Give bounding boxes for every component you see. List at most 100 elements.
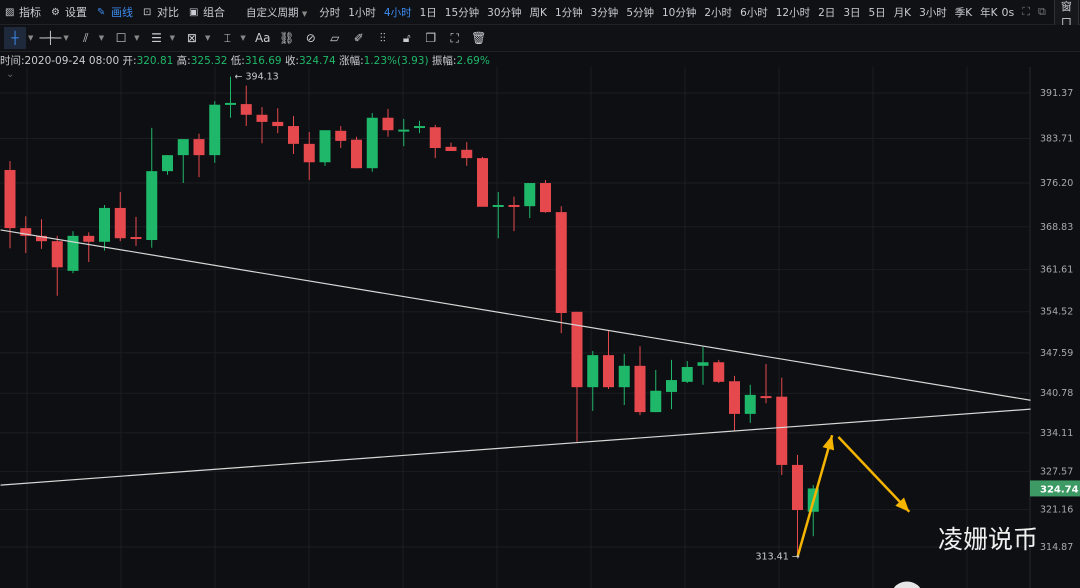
candle: [83, 232, 95, 262]
link-tool[interactable]: ⊘: [300, 27, 322, 49]
arrow-right-icon: →: [789, 552, 800, 563]
wave-tool[interactable]: ⫶⫶: [372, 27, 394, 49]
period-tab[interactable]: 30分钟: [487, 6, 522, 19]
fib-lines-tool[interactable]: ☰: [146, 27, 168, 49]
candlestick-chart[interactable]: 391.37 383.71 376.20 368.83 361.61 354.52 347.…: [0, 67, 1080, 588]
measure-tool[interactable]: ⌶: [216, 27, 238, 49]
chevron-down-icon[interactable]: ▼: [204, 34, 211, 42]
text-tool[interactable]: Aa: [252, 27, 274, 49]
period-tab[interactable]: 10分钟: [662, 6, 697, 19]
period-tab[interactable]: 年K: [980, 6, 998, 19]
candle: [177, 139, 189, 184]
trash-tool[interactable]: 🗑︎: [468, 27, 490, 49]
top-toolbar: ▨ 指标 ⚙ 设置 ✎ 画线 ⊡ 对比 ▣ 组合 自定义周期 ▼ 分时 1小时 4小时 1日 15分钟 30…: [0, 0, 1080, 46]
candle: [4, 161, 16, 249]
candle-body: [146, 171, 158, 241]
candle: [697, 346, 709, 385]
candle: [51, 235, 63, 296]
pattern-tool[interactable]: ⊠: [181, 27, 203, 49]
candle-body: [587, 355, 599, 388]
toolbar-combine-button[interactable]: ▣ 组合: [184, 4, 230, 20]
toolbar-settings-button[interactable]: ⚙ 设置: [46, 4, 92, 20]
chevron-down-icon[interactable]: ▼: [169, 34, 175, 42]
candle-body: [36, 235, 47, 242]
candle: [571, 311, 583, 442]
candle-body: [162, 155, 173, 172]
candle-body: [130, 237, 142, 240]
combine-icon: ▣: [189, 6, 199, 18]
period-tab[interactable]: 3分钟: [590, 6, 619, 19]
toolbar-label: 对比: [157, 6, 179, 19]
chevron-down-icon[interactable]: ▼: [134, 34, 140, 42]
candle: [414, 120, 425, 134]
candle: [492, 191, 504, 239]
period-tab[interactable]: 2小时: [704, 6, 733, 19]
candle: [729, 375, 740, 432]
time-label: 时间:: [0, 55, 25, 67]
arrow-line: [796, 434, 834, 558]
parallel-line-tool[interactable]: ⫽: [75, 27, 97, 49]
new-window-icon[interactable]: ⧉: [1037, 5, 1046, 18]
period-tab[interactable]: 5分钟: [626, 6, 654, 19]
period-tab[interactable]: 4小时: [383, 6, 412, 19]
candle-body: [776, 396, 788, 465]
copy-tool[interactable]: ❐: [420, 27, 442, 49]
period-tab[interactable]: 15分钟: [444, 6, 480, 19]
toolbar-indicator-button[interactable]: ▨ 指标: [0, 4, 46, 20]
arrow-line: [837, 436, 911, 513]
chevron-down-icon[interactable]: ▼: [98, 34, 105, 42]
candle-body: [429, 127, 441, 149]
period-tab[interactable]: 6小时: [740, 6, 768, 19]
period-tab[interactable]: 周K: [529, 6, 547, 19]
period-tab[interactable]: 1日: [419, 6, 437, 19]
chevron-down-icon[interactable]: ▼: [28, 34, 34, 42]
toolbar-compare-button[interactable]: ⊡ 对比: [138, 4, 184, 20]
screenshot-icon: ⛶: [450, 30, 459, 45]
period-tab[interactable]: 5日: [868, 6, 886, 19]
period-tab[interactable]: 1分钟: [554, 6, 583, 19]
candle: [540, 180, 551, 213]
y-tick-label: 368.83: [1040, 222, 1073, 233]
period-tab[interactable]: 季K: [954, 6, 973, 19]
toolbar-pencil-button[interactable]: ✎ 画线: [92, 4, 138, 20]
candle: [272, 108, 284, 134]
ruler-tool[interactable]: ▱: [324, 27, 346, 49]
magnet-tool[interactable]: ⛓: [276, 27, 298, 49]
candle-body: [225, 102, 236, 105]
chevron-down-icon[interactable]: ▼: [240, 34, 246, 42]
low-value: 316.69: [244, 55, 282, 67]
candle-body: [540, 183, 551, 213]
candle: [382, 108, 394, 137]
period-tab[interactable]: 1小时: [348, 6, 376, 19]
period-tab[interactable]: 3日: [843, 6, 861, 19]
period-tab[interactable]: 12小时: [775, 6, 811, 19]
crosshair-icon: ┼: [11, 31, 19, 45]
period-tab[interactable]: 2日: [818, 6, 836, 19]
period-tab[interactable]: 分时: [319, 6, 341, 19]
candle: [335, 126, 347, 149]
chevron-down-icon[interactable]: ▼: [63, 34, 69, 42]
crosshair-tool[interactable]: ┼: [4, 27, 26, 49]
toolbar-label: 指标: [19, 6, 41, 19]
candle: [792, 454, 803, 556]
candle-body: [351, 139, 362, 169]
eraser-pencil-icon: ✐: [353, 31, 364, 45]
change-value: 1.23%(3.93): [363, 55, 429, 67]
screenshot-tool[interactable]: ⛶: [444, 27, 466, 49]
period-tab[interactable]: 月K: [893, 6, 912, 19]
candle-body: [193, 139, 205, 156]
eraser-pencil-tool[interactable]: ✐: [348, 27, 370, 49]
rectangle-tool[interactable]: ☐: [110, 27, 132, 49]
candle: [760, 364, 772, 404]
close-value: 324.74: [298, 55, 336, 67]
candle: [99, 204, 110, 251]
horizontal-line-tool[interactable]: ─┼─: [39, 27, 62, 49]
candle: [209, 101, 221, 163]
custom-period-dropdown[interactable]: 自定义周期 ▼: [242, 5, 315, 20]
candle: [130, 216, 142, 246]
watermark-text: 凌姗说币: [938, 525, 1038, 554]
fullscreen-icon[interactable]: ⛶: [1022, 5, 1030, 18]
lock-tool[interactable]: 🔓︎: [396, 27, 418, 49]
period-tab[interactable]: 3小时: [919, 6, 947, 19]
candle-body: [650, 390, 662, 413]
